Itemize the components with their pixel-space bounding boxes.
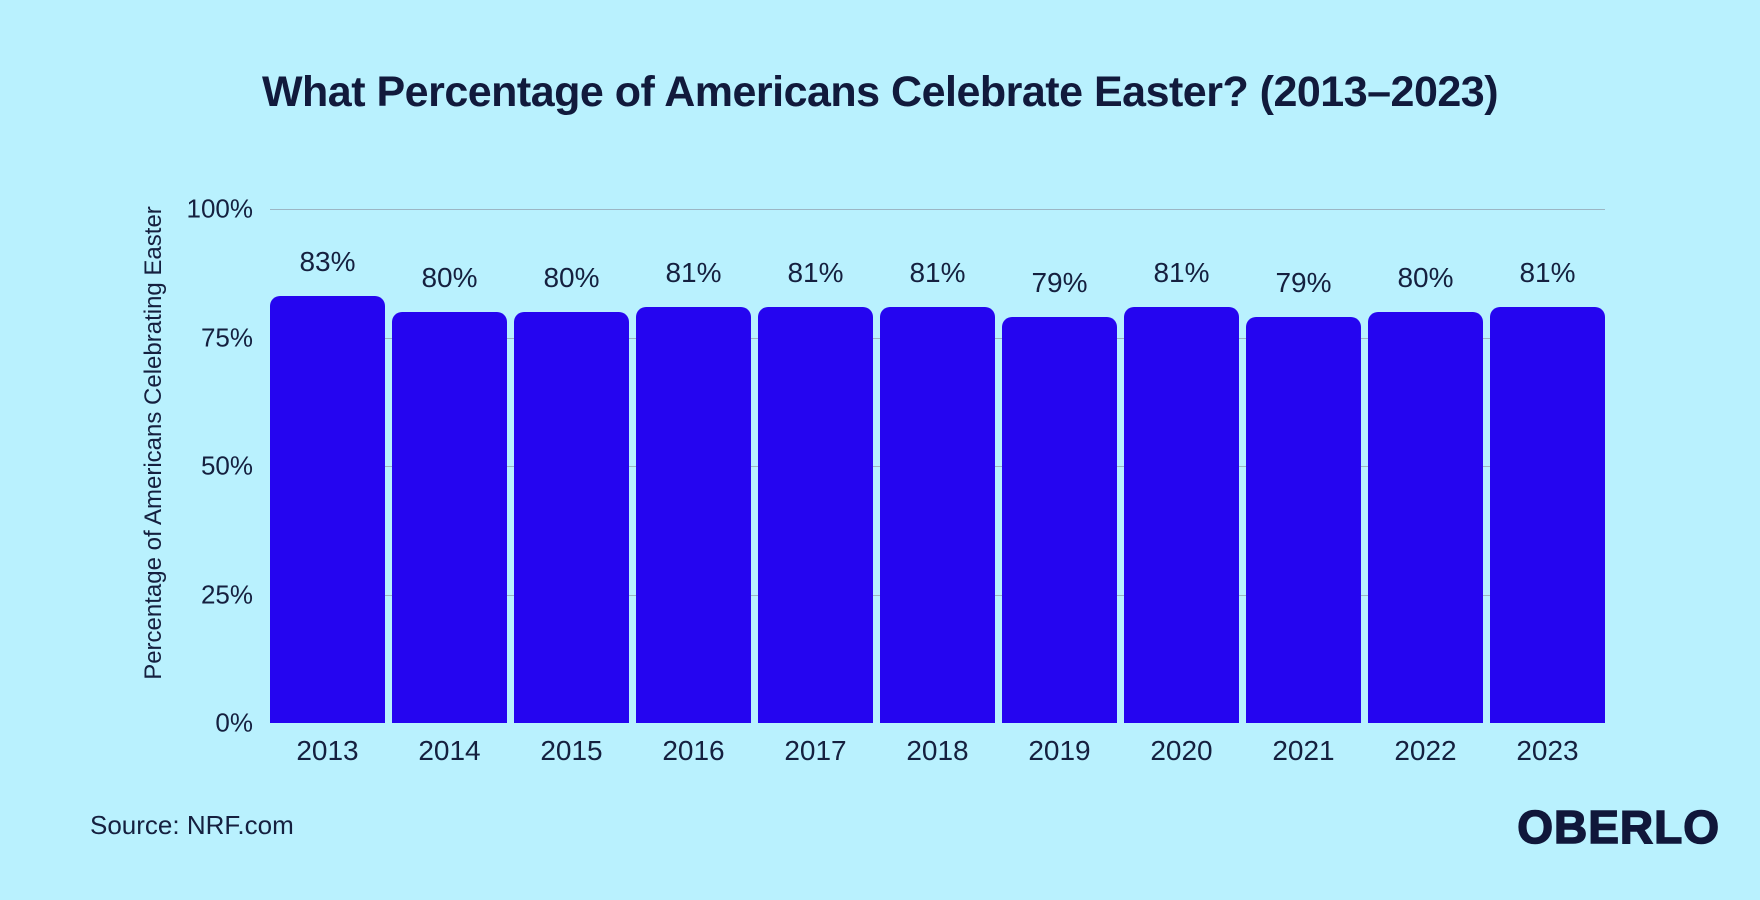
x-tick-label-2014: 2014 xyxy=(418,735,481,766)
bar-2022 xyxy=(1368,311,1483,723)
bar-value-label-2018: 81% xyxy=(909,256,966,288)
y-tick-label-0: 0% xyxy=(215,707,253,738)
brand-logo: OBERLO xyxy=(1516,800,1720,854)
source-text: Source: NRF.com xyxy=(90,810,294,840)
bar-column-2020: 81% 2020 xyxy=(1124,209,1239,765)
bar-value-label-2023: 81% xyxy=(1519,256,1576,288)
x-tick-label-2020: 2020 xyxy=(1150,735,1213,766)
bar-value-label-2021: 79% xyxy=(1275,266,1332,298)
bar-value-label-2013: 83% xyxy=(299,246,356,278)
bar-value-label-2015: 80% xyxy=(543,261,600,293)
chart-title: What Percentage of Americans Celebrate E… xyxy=(261,68,1499,116)
bar-column-2021: 79% 2021 xyxy=(1246,209,1361,765)
x-tick-label-2019: 2019 xyxy=(1028,735,1091,766)
y-tick-label-75: 75% xyxy=(200,322,253,352)
bar-2020 xyxy=(1124,306,1239,723)
bar-2013 xyxy=(270,296,385,723)
y-tick-label-25: 25% xyxy=(200,579,253,609)
bar-2017 xyxy=(758,306,873,723)
bar-column-2022: 80% 2022 xyxy=(1368,209,1483,765)
bar-value-label-2017: 81% xyxy=(787,256,844,288)
bar-2023 xyxy=(1490,306,1605,723)
x-tick-label-2022: 2022 xyxy=(1394,735,1457,766)
plot-area: 0% 25% 50% 75% 100% 83% 2013 80% 2014 80% 2015 81%… xyxy=(187,194,1605,765)
x-tick-label-2013: 2013 xyxy=(296,735,359,766)
bar-column-2016: 81% 2016 xyxy=(636,209,751,765)
y-tick-label-50: 50% xyxy=(200,450,253,481)
bar-column-2023: 81% 2023 xyxy=(1490,209,1605,765)
bar-2021 xyxy=(1246,316,1361,723)
y-tick-label-100: 100% xyxy=(186,193,254,224)
bar-2016 xyxy=(636,306,751,723)
x-tick-label-2016: 2016 xyxy=(662,735,725,766)
x-tick-label-2018: 2018 xyxy=(906,735,969,766)
bar-2014 xyxy=(392,311,507,723)
bar-2018 xyxy=(880,306,995,723)
x-tick-label-2021: 2021 xyxy=(1272,735,1335,766)
bar-2019 xyxy=(1002,316,1117,723)
y-axis-label: Percentage of Americans Celebrating East… xyxy=(140,206,167,680)
bar-2015 xyxy=(514,311,629,723)
bar-value-label-2016: 81% xyxy=(665,256,722,288)
bar-value-label-2020: 81% xyxy=(1153,256,1210,288)
bar-column-2017: 81% 2017 xyxy=(758,209,873,765)
bar-value-label-2022: 80% xyxy=(1397,261,1454,293)
bar-column-2014: 80% 2014 xyxy=(392,209,507,765)
x-tick-label-2017: 2017 xyxy=(784,735,847,766)
bar-column-2013: 83% 2013 xyxy=(270,209,385,765)
bar-column-2018: 81% 2018 xyxy=(880,209,995,765)
bar-column-2019: 79% 2019 xyxy=(1002,209,1117,765)
x-tick-label-2023: 2023 xyxy=(1516,735,1579,766)
gridline-100 xyxy=(270,209,1605,210)
bar-column-2015: 80% 2015 xyxy=(514,209,629,765)
x-tick-label-2015: 2015 xyxy=(540,735,603,766)
bar-value-label-2014: 80% xyxy=(421,261,478,293)
bar-value-label-2019: 79% xyxy=(1031,266,1088,298)
